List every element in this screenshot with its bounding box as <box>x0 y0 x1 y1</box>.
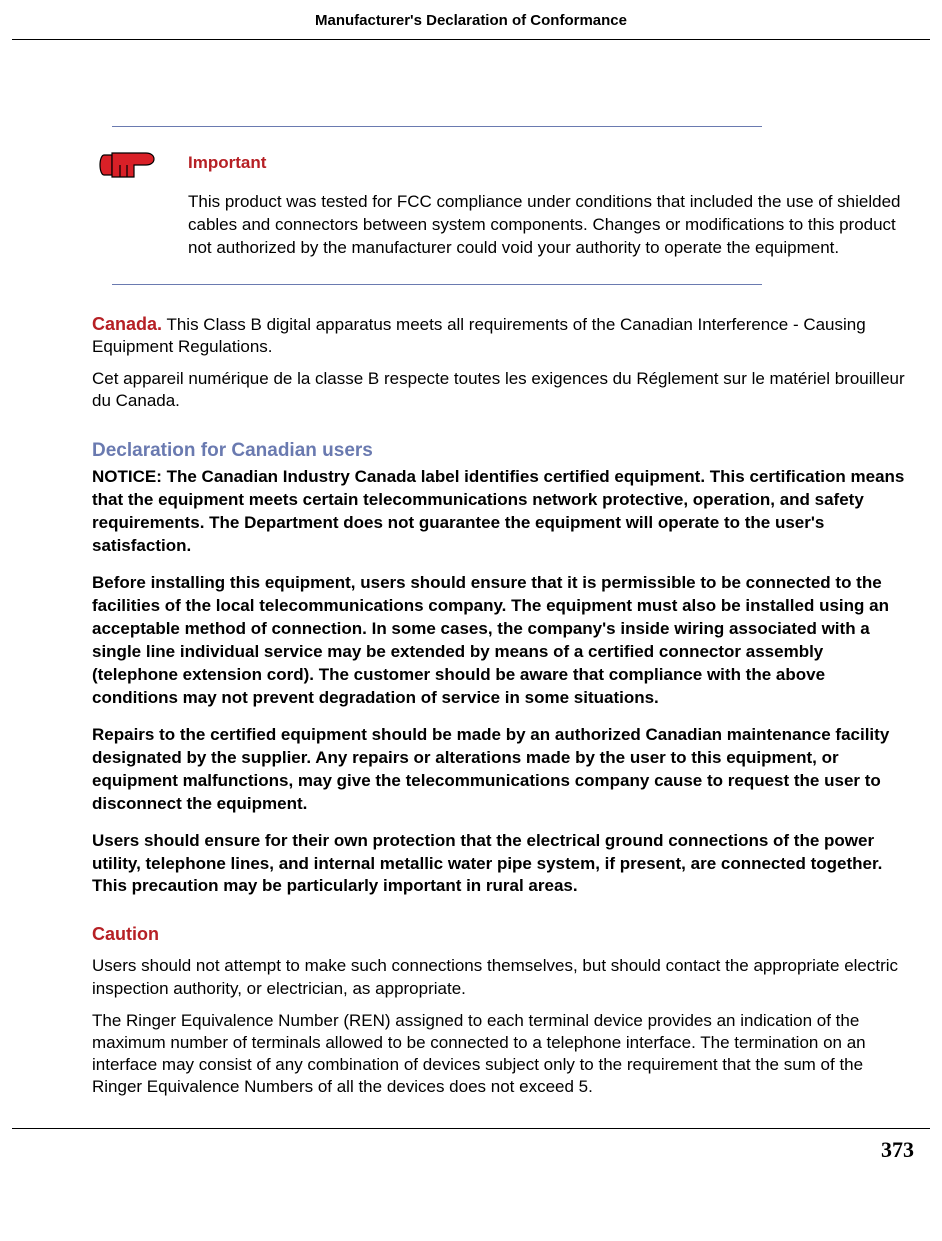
page-header-title: Manufacturer's Declaration of Conformanc… <box>0 0 942 39</box>
important-callout: Important This product was tested for FC… <box>20 127 922 260</box>
callout-body: Important This product was tested for FC… <box>188 145 922 260</box>
header-rule <box>12 39 930 40</box>
caution-heading: Caution <box>92 924 912 945</box>
content-area: Important This product was tested for FC… <box>0 126 942 1098</box>
caution-p2: The Ringer Equivalence Number (REN) assi… <box>92 1010 912 1098</box>
declaration-p1: NOTICE: The Canadian Industry Canada lab… <box>92 466 912 558</box>
page-number: 373 <box>0 1129 942 1163</box>
pointing-hand-icon <box>98 145 188 185</box>
document-page: Manufacturer's Declaration of Conformanc… <box>0 0 942 1203</box>
canada-en-text: This Class B digital apparatus meets all… <box>92 315 866 356</box>
canada-label: Canada. <box>92 314 162 334</box>
canada-paragraph-en: Canada. This Class B digital apparatus m… <box>92 313 912 358</box>
declaration-p4: Users should ensure for their own protec… <box>92 830 912 899</box>
canada-paragraph-fr: Cet appareil numérique de la classe B re… <box>92 368 912 412</box>
declaration-p2: Before installing this equipment, users … <box>92 572 912 710</box>
body-block: Canada. This Class B digital apparatus m… <box>20 313 922 1098</box>
declaration-heading: Declaration for Canadian users <box>92 440 912 462</box>
callout-icon-wrap <box>20 145 188 185</box>
important-text: This product was tested for FCC complian… <box>188 191 922 260</box>
callout-bottom-rule <box>112 284 762 285</box>
declaration-p3: Repairs to the certified equipment shoul… <box>92 724 912 816</box>
important-label: Important <box>188 153 922 173</box>
caution-p1: Users should not attempt to make such co… <box>92 955 912 999</box>
